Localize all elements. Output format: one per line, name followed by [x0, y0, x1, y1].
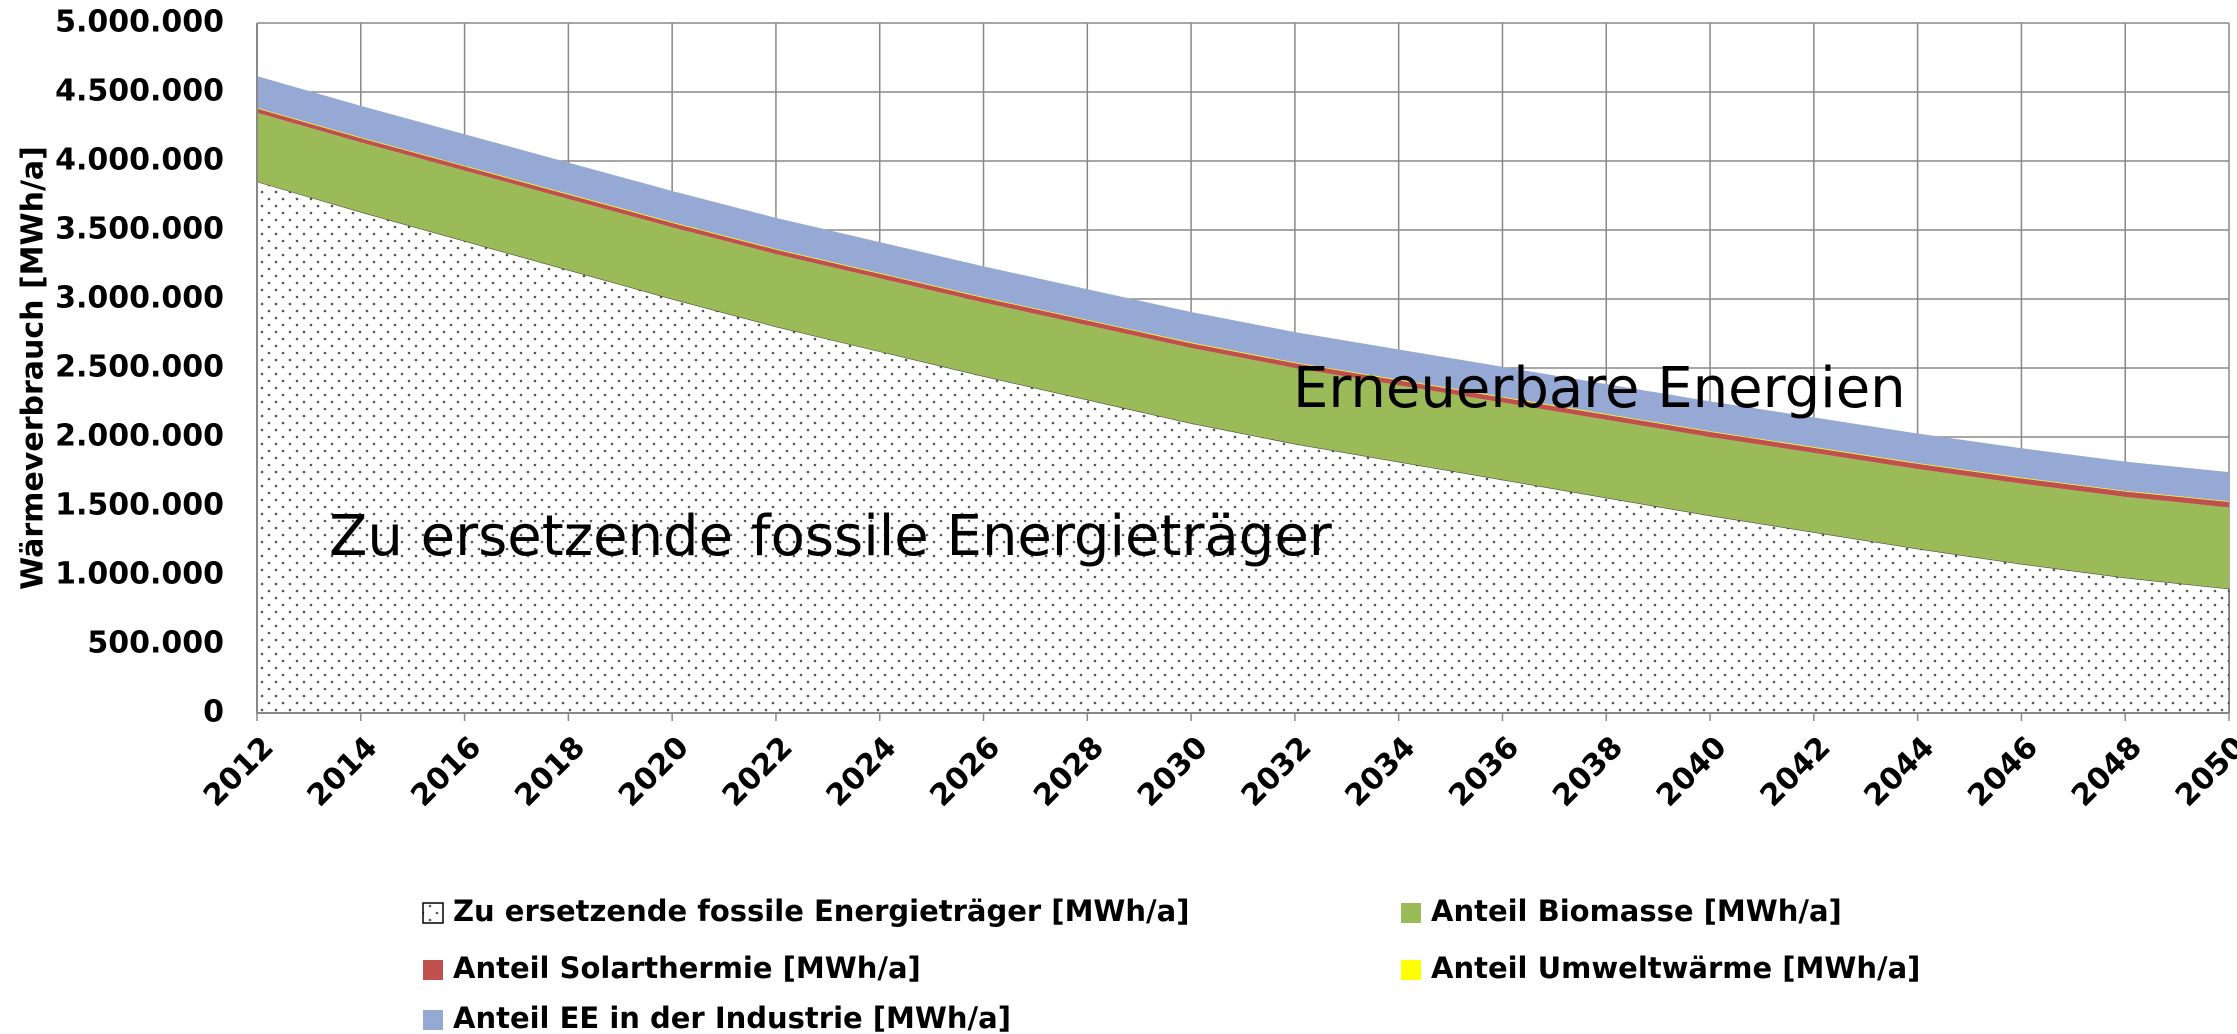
y-tick-label: 500.000 [87, 626, 224, 661]
legend-swatch [423, 1010, 443, 1030]
legend-swatch [423, 960, 443, 980]
legend-label: Anteil Biomasse [MWh/a] [1431, 894, 1842, 928]
y-tick-label: 4.000.000 [55, 143, 224, 178]
y-tick-label: 0 [203, 695, 224, 730]
legend-swatch [1401, 960, 1421, 980]
y-tick-label: 2.000.000 [55, 419, 224, 454]
legend-swatch [422, 902, 444, 924]
x-tick-label: 2032 [1235, 730, 1319, 814]
legend-label: Zu ersetzende fossile Energieträger [MWh… [453, 894, 1189, 928]
x-tick-label: 2046 [1961, 730, 2045, 814]
area [257, 76, 2229, 502]
legend-label: Anteil Umweltwärme [MWh/a] [1431, 951, 1920, 985]
x-tick-label: 2022 [716, 730, 800, 814]
x-tick-label: 2014 [301, 730, 385, 814]
y-tick-label: 3.500.000 [55, 212, 224, 247]
x-tick-label: 2038 [1546, 730, 1630, 814]
y-tick-label: 2.500.000 [55, 350, 224, 385]
y-tick-label: 4.500.000 [55, 74, 224, 109]
x-tick-label: 2040 [1650, 730, 1734, 814]
legend-label: Anteil Solarthermie [MWh/a] [453, 951, 921, 985]
x-tick-label: 2012 [197, 730, 281, 814]
x-tick-label: 2042 [1754, 730, 1838, 814]
area [257, 112, 2229, 589]
x-tick-label: 2016 [404, 730, 488, 814]
x-tick-label: 2024 [820, 730, 904, 814]
y-tick-label: 1.000.000 [55, 557, 224, 592]
x-tick-label: 2020 [612, 730, 696, 814]
x-tick-label: 2028 [1027, 730, 1111, 814]
x-tick-label: 2044 [1858, 730, 1942, 814]
x-tick-label: 2030 [1131, 730, 1215, 814]
y-axis-label: Wärmeverbrauch [MWh/a] [16, 146, 51, 590]
annotation: Zu ersetzende fossile Energieträger [329, 504, 1333, 569]
legend-label: Anteil EE in der Industrie [MWh/a] [453, 1001, 1011, 1034]
x-tick-label: 2050 [2169, 730, 2237, 814]
legend-swatch [1401, 903, 1421, 923]
x-tick-label: 2034 [1339, 730, 1423, 814]
x-tick-label: 2018 [508, 730, 592, 814]
annotation: Erneuerbare Energien [1293, 356, 1906, 421]
x-tick-label: 2048 [2065, 730, 2149, 814]
x-tick-label: 2026 [923, 730, 1007, 814]
y-tick-label: 5.000.000 [55, 5, 224, 40]
x-tick-label: 2036 [1442, 730, 1526, 814]
y-tick-label: 1.500.000 [55, 488, 224, 523]
y-tick-label: 3.000.000 [55, 281, 224, 316]
